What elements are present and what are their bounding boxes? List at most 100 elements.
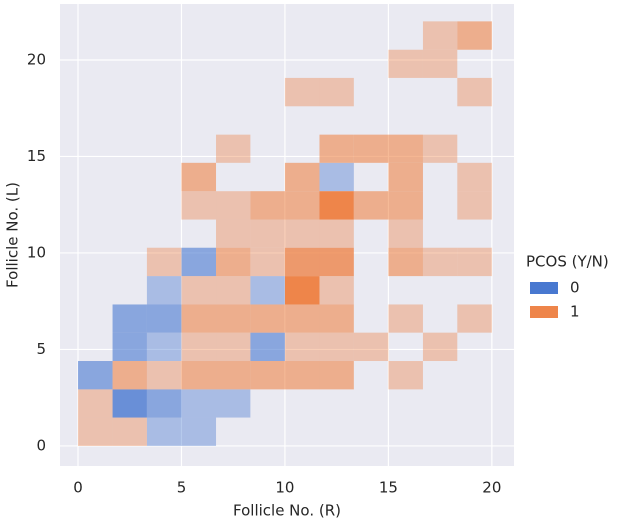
hist-cell [181, 191, 217, 220]
hist-cell [457, 21, 492, 50]
hist-cell [457, 304, 492, 333]
hist-cell [78, 361, 113, 390]
hist-cell [319, 247, 354, 277]
hist-cell [319, 219, 354, 248]
hist-cell [112, 389, 147, 418]
legend-title: PCOS (Y/N) [526, 253, 609, 271]
hist-cell [353, 332, 389, 362]
hist-cell [319, 162, 354, 192]
hist-cell [388, 219, 423, 248]
y-tick-label: 0 [36, 436, 46, 454]
hist-cell [250, 332, 285, 362]
hist-cell [250, 304, 285, 333]
x-tick-label: 20 [482, 479, 501, 497]
y-axis-label: Follicle No. (L) [4, 182, 22, 288]
hist-cell [216, 191, 251, 220]
y-tick-label: 20 [27, 50, 46, 68]
hist-cell [319, 276, 354, 305]
hist-cell [112, 417, 147, 446]
hist-cell [388, 162, 423, 192]
hist-cell [112, 332, 147, 362]
hist-cell [284, 191, 320, 220]
hist-cell [319, 332, 354, 362]
hist-cell [388, 134, 423, 163]
hist-cell [457, 191, 492, 220]
hist-cell [250, 276, 285, 305]
hist-cell [181, 417, 217, 446]
hist-cell [422, 332, 458, 362]
hist-cell [388, 304, 423, 333]
hist-cell [216, 389, 251, 418]
hist-cell [216, 134, 251, 163]
hist-cell [422, 134, 458, 163]
x-tick-label: 0 [73, 479, 83, 497]
x-tick-label: 10 [275, 479, 294, 497]
hist-cell [250, 219, 285, 248]
hist-cell [388, 191, 423, 220]
hist-cell [181, 162, 217, 192]
x-axis-label: Follicle No. (R) [233, 502, 341, 520]
legend-label: 0 [570, 279, 580, 297]
hist-cell [146, 361, 182, 390]
hist-cell [284, 219, 320, 248]
legend-label: 1 [570, 303, 580, 321]
hist-cell [146, 304, 182, 333]
hist-cell [388, 49, 423, 78]
hist-cell [216, 247, 251, 277]
hist-cell [146, 332, 182, 362]
hist-cell [146, 389, 182, 418]
hist-cell [216, 276, 251, 305]
x-tick-label: 15 [379, 479, 398, 497]
hist-cell [181, 332, 217, 362]
hist-cell [78, 417, 113, 446]
hist-cell [216, 361, 251, 390]
y-tick-label: 5 [36, 340, 46, 358]
hist-cell [457, 247, 492, 277]
hist-cell [181, 276, 217, 305]
hist-cell [422, 49, 458, 78]
hist-cell [216, 304, 251, 333]
legend-swatch [530, 306, 558, 318]
hist-cell [388, 247, 423, 277]
hist-cell [319, 361, 354, 390]
hist-cell [250, 191, 285, 220]
hist-cell [146, 247, 182, 277]
hist-cell [319, 191, 354, 220]
hist-cell [216, 332, 251, 362]
hist-cell [388, 361, 423, 390]
hist-cell [284, 304, 320, 333]
hist-cell [216, 219, 251, 248]
legend-swatch [530, 282, 558, 294]
y-tick-label: 15 [27, 147, 46, 165]
hist-cell [250, 247, 285, 277]
hist-cell [457, 162, 492, 192]
hist-cell [422, 21, 458, 50]
hist-cell [284, 77, 320, 107]
hist-cell [146, 417, 182, 446]
hist-cell [353, 134, 389, 163]
hist-cell [457, 77, 492, 107]
hist-cell [78, 389, 113, 418]
hist-cell [319, 134, 354, 163]
hist-cell [181, 361, 217, 390]
hist-cell [146, 276, 182, 305]
hist-cell [284, 162, 320, 192]
hist-cell [284, 361, 320, 390]
hist-cell [112, 304, 147, 333]
hist-cell [319, 77, 354, 107]
hist-cell [112, 361, 147, 390]
hist-cell [422, 247, 458, 277]
hist-cell [319, 304, 354, 333]
hist-cell [284, 247, 320, 277]
hist-cell [250, 361, 285, 390]
hist-cell [181, 304, 217, 333]
hist-cell [181, 247, 217, 277]
hist-cell [284, 276, 320, 305]
hist-cell [353, 191, 389, 220]
hist-cell [181, 389, 217, 418]
hist-cell [284, 332, 320, 362]
y-tick-label: 10 [27, 243, 46, 261]
x-tick-label: 5 [177, 479, 187, 497]
